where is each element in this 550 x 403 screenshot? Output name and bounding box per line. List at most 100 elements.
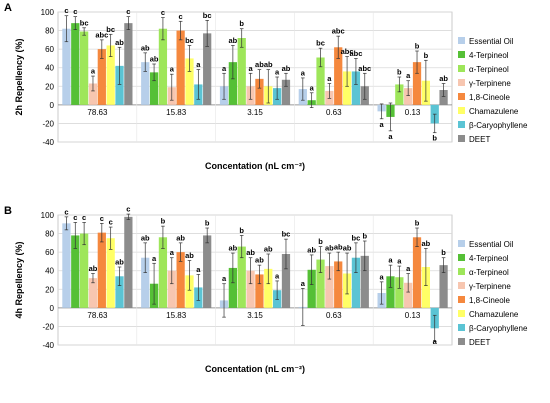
- significance-letter: a: [380, 272, 385, 281]
- significance-letter: a: [152, 254, 157, 263]
- y-tick-label: 0: [50, 101, 55, 110]
- legend-swatch: [458, 65, 465, 72]
- bar: [404, 282, 413, 308]
- panel-b-letter: B: [4, 205, 12, 217]
- y-tick-label: -20: [42, 322, 54, 331]
- category-label: 0.13: [405, 108, 421, 117]
- legend-entry: DEET: [469, 338, 490, 347]
- bar: [203, 33, 212, 105]
- bar: [228, 62, 237, 105]
- significance-letter: a: [380, 120, 385, 129]
- bar: [97, 232, 106, 308]
- legend-entry: 1,8-Cineole: [469, 93, 510, 102]
- category-label: 15.83: [166, 311, 187, 320]
- bar: [176, 252, 185, 308]
- bar: [106, 238, 115, 308]
- bar: [80, 233, 89, 308]
- category-label: 15.83: [166, 108, 187, 117]
- legend-swatch: [458, 121, 465, 128]
- significance-letter: a: [406, 264, 411, 273]
- significance-letter: ab: [334, 243, 343, 252]
- significance-letter: b: [432, 134, 437, 143]
- category-label: 0.63: [326, 108, 342, 117]
- y-tick-label: 100: [41, 211, 55, 220]
- significance-letter: c: [73, 213, 77, 222]
- significance-letter: c: [73, 7, 77, 16]
- significance-letter: bc: [316, 39, 325, 48]
- legend-swatch: [458, 268, 465, 275]
- legend-swatch: [458, 79, 465, 86]
- bar: [228, 267, 237, 308]
- bar: [307, 269, 316, 308]
- significance-letter: c: [109, 218, 113, 227]
- legend-swatch: [458, 338, 465, 345]
- significance-letter: a: [433, 337, 438, 346]
- bar: [395, 84, 404, 105]
- significance-letter: a: [327, 74, 332, 83]
- bar: [115, 65, 124, 105]
- legend-entry: Essential Oil: [469, 240, 514, 249]
- significance-letter: a: [248, 64, 253, 73]
- bar: [439, 265, 448, 308]
- bar: [149, 72, 159, 105]
- category-label: 0.13: [405, 311, 421, 320]
- significance-letter: ab: [115, 38, 124, 47]
- bar: [185, 275, 194, 308]
- legend-swatch: [458, 135, 465, 142]
- bar: [158, 28, 168, 105]
- significance-letter: bc: [203, 11, 212, 20]
- legend-entry: γ-Terpinene: [469, 79, 511, 88]
- significance-letter: ab: [343, 244, 352, 253]
- bar: [141, 257, 150, 308]
- legend-swatch: [458, 310, 465, 317]
- significance-letter: c: [64, 207, 68, 216]
- significance-letter: a: [310, 83, 315, 92]
- legend-swatch: [458, 93, 465, 100]
- x-axis-label: Concentation (nL cm⁻²): [205, 161, 305, 171]
- bar: [88, 83, 98, 105]
- significance-letter: a: [91, 67, 96, 76]
- significance-letter: ab: [246, 248, 255, 257]
- bar: [360, 255, 369, 308]
- y-tick-label: 60: [45, 248, 54, 257]
- significance-letter: ab: [89, 264, 98, 273]
- y-tick-label: 80: [45, 230, 54, 239]
- significance-letter: b: [239, 226, 244, 235]
- bar: [325, 266, 334, 308]
- bar: [404, 88, 413, 105]
- significance-letter: c: [126, 205, 130, 214]
- bar: [334, 47, 343, 105]
- significance-letter: bc: [185, 36, 194, 45]
- y-tick-label: 100: [41, 8, 55, 17]
- bar: [106, 45, 115, 105]
- category-label: 3.15: [247, 108, 263, 117]
- bar: [158, 237, 168, 308]
- bar: [62, 28, 71, 105]
- bar: [203, 235, 212, 308]
- legend-entry: 4-Terpineol: [469, 254, 509, 263]
- bar: [80, 31, 89, 105]
- significance-letter: c: [179, 12, 183, 21]
- significance-letter: abc: [358, 64, 371, 73]
- bar: [88, 278, 98, 308]
- significance-letter: b: [424, 51, 429, 60]
- category-label: 78.63: [87, 311, 108, 320]
- significance-letter: abc: [341, 47, 354, 56]
- significance-letter: b: [239, 19, 244, 28]
- significance-letter: a: [275, 68, 280, 77]
- significance-letter: ab: [264, 60, 273, 69]
- legend-entry: 4-Terpineol: [469, 51, 509, 60]
- y-tick-label: -20: [42, 119, 54, 128]
- bar: [185, 58, 194, 105]
- significance-letter: a: [196, 60, 201, 69]
- significance-letter: ab: [141, 43, 150, 52]
- significance-letter: ab: [282, 64, 291, 73]
- bar: [264, 268, 273, 308]
- significance-letter: b: [362, 232, 367, 241]
- bar: [246, 270, 255, 308]
- significance-letter: bc: [80, 18, 89, 27]
- bar: [255, 78, 264, 105]
- significance-letter: a: [301, 279, 306, 288]
- bar: [141, 62, 150, 105]
